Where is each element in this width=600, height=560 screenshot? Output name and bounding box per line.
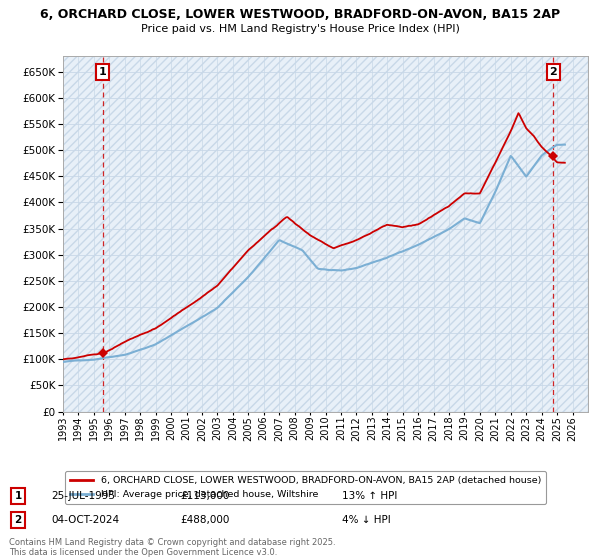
Text: 6, ORCHARD CLOSE, LOWER WESTWOOD, BRADFORD-ON-AVON, BA15 2AP: 6, ORCHARD CLOSE, LOWER WESTWOOD, BRADFO… xyxy=(40,8,560,21)
Text: 13% ↑ HPI: 13% ↑ HPI xyxy=(342,491,397,501)
Text: 04-OCT-2024: 04-OCT-2024 xyxy=(51,515,119,525)
Text: £113,000: £113,000 xyxy=(180,491,229,501)
Text: Price paid vs. HM Land Registry's House Price Index (HPI): Price paid vs. HM Land Registry's House … xyxy=(140,24,460,34)
Text: Contains HM Land Registry data © Crown copyright and database right 2025.
This d: Contains HM Land Registry data © Crown c… xyxy=(9,538,335,557)
Text: 1: 1 xyxy=(14,491,22,501)
Text: 25-JUL-1995: 25-JUL-1995 xyxy=(51,491,115,501)
Text: 2: 2 xyxy=(550,67,557,77)
Legend: 6, ORCHARD CLOSE, LOWER WESTWOOD, BRADFORD-ON-AVON, BA15 2AP (detached house), H: 6, ORCHARD CLOSE, LOWER WESTWOOD, BRADFO… xyxy=(65,472,546,503)
Text: 4% ↓ HPI: 4% ↓ HPI xyxy=(342,515,391,525)
Text: 2: 2 xyxy=(14,515,22,525)
Text: £488,000: £488,000 xyxy=(180,515,229,525)
Text: 1: 1 xyxy=(99,67,107,77)
